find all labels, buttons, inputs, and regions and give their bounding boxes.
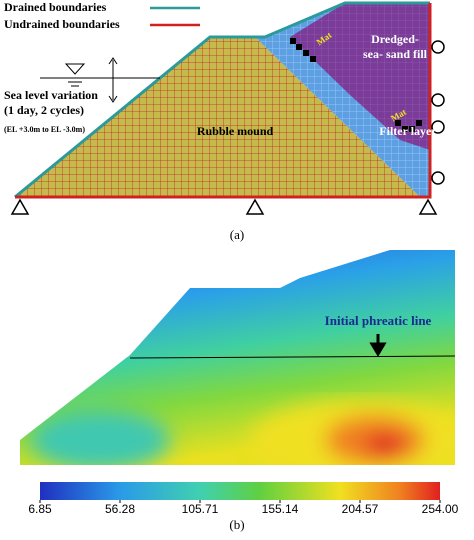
- tick-label: 254.00: [422, 502, 459, 516]
- tick-label: 105.71: [182, 502, 219, 516]
- legend-label: Drained boundaries: [4, 0, 107, 14]
- supports: [10, 40, 445, 215]
- region-label: Filter layer: [379, 124, 437, 138]
- label: (EL +3.0m to EL -3.0m): [4, 125, 85, 134]
- label: Sea level variation: [4, 88, 98, 102]
- legend-label: Undrained boundaries: [4, 17, 120, 31]
- tick-label: 155.14: [262, 502, 299, 516]
- caption: (b): [229, 517, 244, 532]
- mesh: [14, 1, 432, 199]
- phreatic-line: [129, 355, 456, 359]
- legend: Drained boundaries Undrained boundaries: [4, 0, 200, 31]
- tick-label: 6.85: [28, 502, 52, 516]
- label: (1 day, 2 cycles): [4, 103, 84, 117]
- caption: (a): [230, 227, 244, 242]
- region-label: Dredged-sea- sand fill: [363, 32, 428, 61]
- water-symbol: [40, 57, 160, 103]
- tick-label: 204.57: [342, 502, 379, 516]
- tick-label: 56.28: [105, 502, 135, 516]
- contour: [20, 250, 455, 465]
- arrow: [369, 334, 387, 357]
- annotation: Initial phreatic line: [325, 313, 432, 328]
- colorbar: [40, 482, 440, 500]
- region-label: Rubble mound: [197, 124, 274, 138]
